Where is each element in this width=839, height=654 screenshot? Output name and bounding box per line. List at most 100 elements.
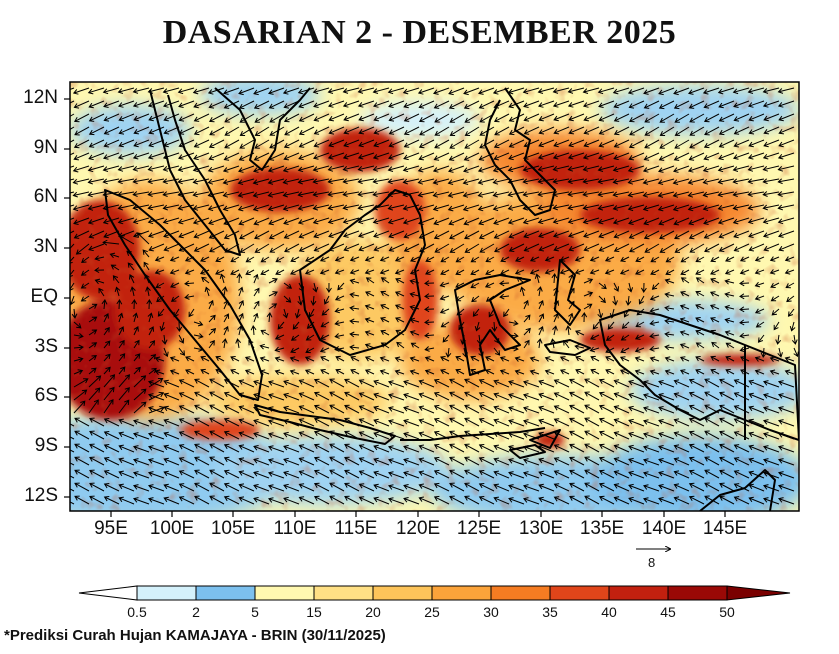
wind-arrow <box>589 269 600 275</box>
reference-vector-label: 8 <box>648 555 656 570</box>
wind-arrow <box>380 304 390 310</box>
wind-arrow <box>357 217 375 225</box>
wind-arrow <box>388 393 405 401</box>
wind-arrow <box>538 418 555 427</box>
wind-arrow <box>704 243 720 253</box>
wind-arrow <box>132 165 150 172</box>
wind-arrow <box>508 380 525 388</box>
wind-arrow <box>537 204 555 211</box>
wind-arrow <box>672 178 690 185</box>
wind-arrow <box>724 317 735 324</box>
wind-arrow <box>298 100 315 109</box>
wind-arrow <box>569 443 585 453</box>
wind-arrow <box>689 139 705 149</box>
wind-arrow <box>313 495 330 505</box>
wind-arrow <box>387 165 405 172</box>
wind-arrow <box>522 87 540 95</box>
wind-arrow <box>209 495 225 505</box>
wind-arrow <box>132 178 150 185</box>
wind-arrow <box>177 204 195 211</box>
wind-arrow <box>529 369 540 376</box>
wind-arrow <box>268 406 285 414</box>
wind-arrow <box>208 217 225 225</box>
wind-arrow <box>155 282 165 289</box>
wind-arrow <box>688 456 705 466</box>
wind-arrow <box>344 417 360 427</box>
wind-arrow <box>136 232 150 245</box>
wind-arrow <box>148 354 157 362</box>
wind-arrow <box>508 320 519 326</box>
wind-arrow <box>604 269 615 275</box>
wind-arrow <box>209 243 225 253</box>
wind-arrow <box>508 497 525 505</box>
wind-arrow <box>207 178 225 185</box>
wind-arrow <box>192 204 210 211</box>
wind-arrow <box>373 392 390 401</box>
wind-arrow <box>718 100 735 109</box>
wind-arrow <box>552 87 570 94</box>
wind-arrow <box>747 165 765 172</box>
wind-arrow <box>163 483 180 492</box>
wind-arrow <box>567 178 585 185</box>
wind-arrow <box>710 329 720 336</box>
wind-arrow <box>584 443 600 453</box>
wind-arrow <box>298 405 315 414</box>
wind-arrow <box>357 191 375 197</box>
wind-arrow <box>634 369 645 375</box>
wind-arrow <box>619 356 630 362</box>
wind-arrow <box>493 431 510 440</box>
wind-arrow <box>424 346 435 352</box>
wind-arrow <box>133 388 147 401</box>
wind-arrow <box>695 256 705 263</box>
wind-arrow <box>650 256 660 263</box>
wind-arrow <box>537 87 555 94</box>
wind-arrow <box>763 419 780 427</box>
wind-arrow <box>470 269 480 276</box>
wind-vectors <box>70 87 799 505</box>
wind-arrow <box>613 139 630 148</box>
wind-arrow <box>298 392 315 401</box>
wind-arrow <box>268 278 278 284</box>
wind-arrow <box>628 100 645 109</box>
wind-arrow <box>388 497 405 505</box>
wind-arrow <box>73 230 90 239</box>
wind-arrow <box>372 165 390 172</box>
wind-arrow <box>784 256 795 262</box>
wind-arrow <box>733 444 750 453</box>
wind-arrow <box>635 321 645 328</box>
wind-arrow <box>777 380 795 388</box>
wind-arrow <box>702 191 720 198</box>
wind-arrow <box>739 332 750 339</box>
wind-arrow <box>777 217 795 225</box>
wind-arrow <box>253 458 270 466</box>
wind-arrow <box>117 217 135 225</box>
wind-arrow <box>133 484 150 492</box>
wind-arrow <box>282 204 300 212</box>
wind-arrow <box>80 295 90 302</box>
wind-arrow <box>102 217 120 225</box>
wind-arrow <box>358 457 375 466</box>
wind-arrow <box>118 326 124 336</box>
wind-arrow <box>193 139 210 148</box>
wind-arrow <box>238 483 255 492</box>
wind-arrow <box>223 417 240 427</box>
lat-label: 6S <box>34 385 58 406</box>
wind-arrow <box>777 497 795 505</box>
wind-arrow <box>209 430 225 440</box>
wind-arrow <box>192 217 210 225</box>
wind-arrow <box>304 356 315 362</box>
wind-arrow <box>613 379 630 388</box>
wind-arrow <box>704 495 720 505</box>
wind-arrow <box>70 282 75 291</box>
wind-arrow <box>448 87 465 96</box>
wind-arrow <box>508 243 525 252</box>
wind-arrow <box>733 470 750 479</box>
wind-arrow <box>283 295 292 303</box>
wind-arrow <box>569 456 585 466</box>
wind-arrow <box>710 278 720 284</box>
wind-arrow <box>245 269 255 276</box>
wind-arrow <box>449 430 465 440</box>
wind-arrow <box>747 204 765 211</box>
wind-arrow <box>230 269 240 275</box>
